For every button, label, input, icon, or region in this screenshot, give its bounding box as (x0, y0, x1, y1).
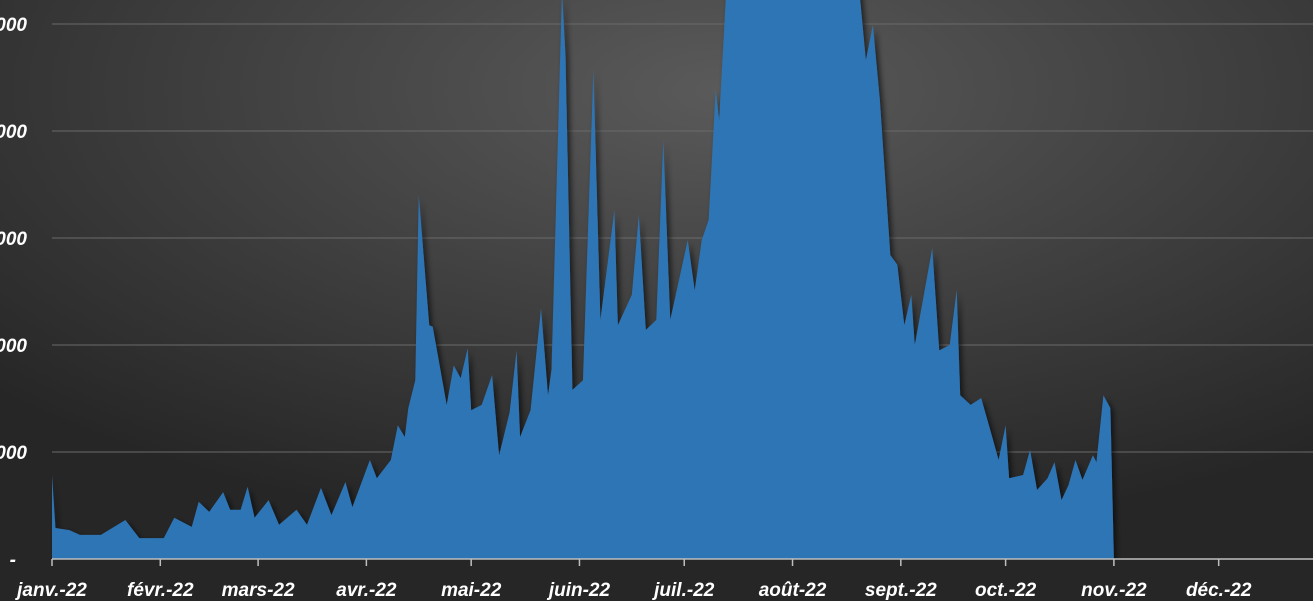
y-tick-label: 000 (0, 229, 27, 250)
y-tick-label: 000 (0, 122, 27, 143)
x-tick-label: déc.-22 (1186, 580, 1252, 601)
x-tick-label: juil.-22 (651, 580, 715, 601)
y-tick-label: 000 (0, 443, 27, 464)
x-tick-label: août-22 (759, 580, 827, 601)
y-tick-label: - (10, 550, 16, 571)
y-tick-label: 000 (0, 15, 27, 36)
x-tick-label: oct.-22 (975, 580, 1037, 601)
y-tick-label: 000 (0, 336, 27, 357)
x-tick-label: sept.-22 (865, 580, 937, 601)
x-tick-label: mars-22 (222, 580, 295, 601)
x-tick-label: nov.-22 (1081, 580, 1147, 601)
x-tick-label: mai-22 (441, 580, 502, 601)
x-tick-label: avr.-22 (336, 580, 397, 601)
x-tick-label: janv.-22 (14, 580, 87, 601)
area (52, 0, 1114, 559)
x-tick-label: juin-22 (546, 580, 611, 601)
x-tick-label: févr.-22 (127, 580, 194, 601)
